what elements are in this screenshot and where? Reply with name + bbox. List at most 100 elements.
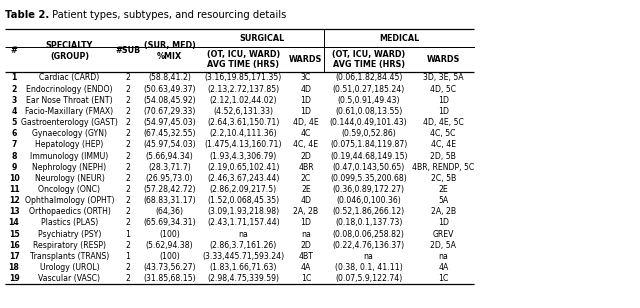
Text: (5.62,94.38): (5.62,94.38)	[146, 241, 193, 250]
Text: 2: 2	[125, 96, 131, 105]
Text: SURGICAL: SURGICAL	[239, 34, 284, 43]
Text: 2: 2	[125, 140, 131, 149]
Text: (0.19,44.68,149.15): (0.19,44.68,149.15)	[330, 152, 408, 160]
Text: Patient types, subtypes, and resourcing details: Patient types, subtypes, and resourcing …	[49, 10, 286, 20]
Text: 16: 16	[9, 241, 19, 250]
Text: 4C, 5C: 4C, 5C	[431, 129, 456, 138]
Text: 2: 2	[125, 174, 131, 183]
Text: 2D, 5B: 2D, 5B	[430, 152, 456, 160]
Text: 2: 2	[125, 196, 131, 205]
Text: 17: 17	[9, 252, 19, 261]
Text: Facio-Maxillary (FMAX): Facio-Maxillary (FMAX)	[26, 107, 113, 116]
Text: (OT, ICU, WARD)
AVG TIME (HRS): (OT, ICU, WARD) AVG TIME (HRS)	[207, 50, 280, 69]
Text: 2: 2	[125, 241, 131, 250]
Text: 14: 14	[9, 218, 19, 227]
Text: (67.45,32.55): (67.45,32.55)	[143, 129, 196, 138]
Text: (SUR, MED)
%MIX: (SUR, MED) %MIX	[143, 41, 196, 60]
Text: 2: 2	[125, 185, 131, 194]
Text: 1D: 1D	[300, 218, 312, 227]
Text: 2E: 2E	[301, 185, 311, 194]
Text: (100): (100)	[159, 252, 180, 261]
Text: 2D, 5A: 2D, 5A	[430, 241, 456, 250]
Text: 4D, 5C: 4D, 5C	[430, 85, 456, 94]
Text: (3.33,445.71,593.24): (3.33,445.71,593.24)	[202, 252, 284, 261]
Text: (0.52,1.86,266.12): (0.52,1.86,266.12)	[333, 207, 404, 216]
Text: 4D, 4E, 5C: 4D, 4E, 5C	[423, 118, 463, 127]
Text: 2: 2	[125, 129, 131, 138]
Text: (0.075,1.84,119.87): (0.075,1.84,119.87)	[330, 140, 407, 149]
Text: 1D: 1D	[300, 107, 312, 116]
Text: 1C: 1C	[301, 274, 311, 283]
Text: (0.36,0.89,172.27): (0.36,0.89,172.27)	[333, 185, 404, 194]
Text: 2: 2	[125, 207, 131, 216]
Text: 4D: 4D	[300, 196, 312, 205]
Text: 2: 2	[125, 107, 131, 116]
Text: (0.51,0.27,185.24): (0.51,0.27,185.24)	[333, 85, 404, 94]
Text: (0.22,4.76,136.37): (0.22,4.76,136.37)	[333, 241, 404, 250]
Text: 2A, 2B: 2A, 2B	[293, 207, 319, 216]
Text: 2: 2	[125, 73, 131, 83]
Text: (43.73,56.27): (43.73,56.27)	[143, 263, 196, 272]
Text: 2D: 2D	[301, 152, 311, 160]
Text: (3.16,19.85,171.35): (3.16,19.85,171.35)	[205, 73, 282, 83]
Text: (0.38, 0.1, 41.11): (0.38, 0.1, 41.11)	[335, 263, 403, 272]
Text: (1.93,4.3,306.79): (1.93,4.3,306.79)	[209, 152, 277, 160]
Text: Neurology (NEUR): Neurology (NEUR)	[35, 174, 104, 183]
Text: 4C, 4E: 4C, 4E	[293, 140, 319, 149]
Text: (2.46,3.67,243.44): (2.46,3.67,243.44)	[207, 174, 280, 183]
Text: Urology (UROL): Urology (UROL)	[40, 263, 99, 272]
Text: 8: 8	[12, 152, 17, 160]
Text: (0.07,5.9,122.74): (0.07,5.9,122.74)	[335, 274, 403, 283]
Text: Plastics (PLAS): Plastics (PLAS)	[41, 218, 98, 227]
Text: MEDICAL: MEDICAL	[379, 34, 419, 43]
Text: (0.099,5.35,200.68): (0.099,5.35,200.68)	[330, 174, 407, 183]
Text: (58.8,41.2): (58.8,41.2)	[148, 73, 191, 83]
Text: (2.43,1.71,157.44): (2.43,1.71,157.44)	[207, 218, 280, 227]
Text: WARDS: WARDS	[426, 55, 460, 64]
Text: 2: 2	[125, 218, 131, 227]
Text: na: na	[438, 252, 448, 261]
Text: Endocrinology (ENDO): Endocrinology (ENDO)	[26, 85, 113, 94]
Text: 4: 4	[12, 107, 17, 116]
Text: Hepatology (HEP): Hepatology (HEP)	[35, 140, 104, 149]
Text: Table 2.: Table 2.	[5, 10, 49, 20]
Text: 2: 2	[125, 152, 131, 160]
Text: (2.2,10.4,111.36): (2.2,10.4,111.36)	[209, 129, 277, 138]
Text: (OT, ICU, WARD)
AVG TIME (HRS): (OT, ICU, WARD) AVG TIME (HRS)	[332, 50, 405, 69]
Text: Oncology (ONC): Oncology (ONC)	[38, 185, 100, 194]
Text: Cardiac (CARD): Cardiac (CARD)	[39, 73, 100, 83]
Text: 2C, 5B: 2C, 5B	[431, 174, 456, 183]
Text: 4BT: 4BT	[298, 252, 314, 261]
Text: Vascular (VASC): Vascular (VASC)	[38, 274, 100, 283]
Text: (0.144,0.49,101.43): (0.144,0.49,101.43)	[330, 118, 408, 127]
Text: na: na	[301, 229, 311, 239]
Text: #: #	[11, 46, 17, 55]
Text: Gastroenterology (GAST): Gastroenterology (GAST)	[21, 118, 118, 127]
Text: (68.83,31.17): (68.83,31.17)	[143, 196, 196, 205]
Text: 3C: 3C	[301, 73, 311, 83]
Text: (57.28,42.72): (57.28,42.72)	[143, 185, 196, 194]
Text: 1: 1	[125, 252, 131, 261]
Text: (0.18,0.1,137.73): (0.18,0.1,137.73)	[335, 218, 403, 227]
Text: 1C: 1C	[438, 274, 449, 283]
Text: 19: 19	[9, 274, 19, 283]
Text: (1.83,1.66,71.63): (1.83,1.66,71.63)	[209, 263, 277, 272]
Text: 4A: 4A	[438, 263, 449, 272]
Text: 6: 6	[12, 129, 17, 138]
Text: 1: 1	[12, 73, 17, 83]
Text: 1D: 1D	[438, 96, 449, 105]
Text: (54.08,45.92): (54.08,45.92)	[143, 96, 196, 105]
Text: 4D: 4D	[300, 85, 312, 94]
Text: 7: 7	[12, 140, 17, 149]
Text: (2.12,1.02,44.02): (2.12,1.02,44.02)	[209, 96, 277, 105]
Text: Transplants (TRANS): Transplants (TRANS)	[30, 252, 109, 261]
Text: 1D: 1D	[438, 218, 449, 227]
Text: (2.13,2.72,137.85): (2.13,2.72,137.85)	[207, 85, 279, 94]
Text: na: na	[238, 229, 248, 239]
Text: 2C: 2C	[301, 174, 311, 183]
Text: 10: 10	[9, 174, 19, 183]
Text: GREV: GREV	[433, 229, 454, 239]
Text: Respiratory (RESP): Respiratory (RESP)	[33, 241, 106, 250]
Text: (100): (100)	[159, 229, 180, 239]
Text: (65.69,34.31): (65.69,34.31)	[143, 218, 196, 227]
